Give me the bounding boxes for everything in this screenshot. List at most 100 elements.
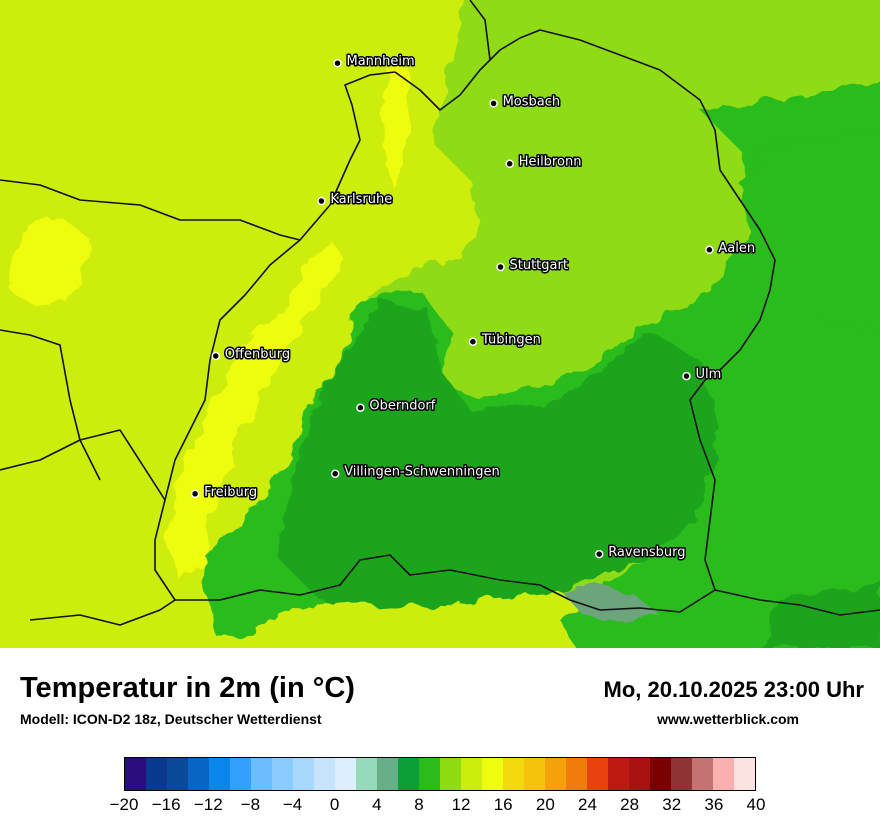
colorbar-swatch (608, 758, 629, 790)
colorbar-tick-label: 28 (620, 795, 640, 814)
colorbar-swatch (503, 758, 524, 790)
city-marker-oberndorf: Oberndorf (356, 397, 437, 415)
city-label: Freiburg (204, 485, 257, 500)
colorbar-swatch (419, 758, 440, 790)
colorbar-swatch (692, 758, 713, 790)
colorbar-swatch (545, 758, 566, 790)
city-label: Ravensburg (608, 545, 685, 560)
colorbar-swatch (440, 758, 461, 790)
colorbar-tick-label: −16 (151, 795, 181, 814)
city-label: Mosbach (503, 94, 561, 109)
city-markers: Mannheim Mosbach Heilbronn Karlsruhe Stuttga… (190, 53, 757, 562)
colorbar-swatch (167, 758, 188, 790)
state-border-north (394, 29, 721, 171)
state-border-rhine (154, 239, 301, 601)
field-8-10 (280, 300, 720, 610)
city-marker-t-bingen: Tübingen (468, 331, 542, 349)
city-label: Ulm (696, 367, 722, 382)
colorbar-tick-label: 20 (535, 795, 555, 814)
border-north-inner (469, 0, 491, 61)
city-dot (496, 262, 505, 272)
colorbar-swatch (734, 758, 755, 790)
temperature-map[interactable]: Mannheim Mosbach Heilbronn Karlsruhe Stuttga… (0, 0, 880, 648)
colorbar-swatch (125, 758, 146, 790)
colorbar-tick-label: 0 (329, 795, 340, 814)
city-marker-freiburg: Freiburg (190, 483, 259, 501)
colorbar-tick-label: −4 (282, 795, 303, 814)
colorbar-swatch (629, 758, 650, 790)
field-16-18-rhine (165, 240, 345, 580)
temperature-colorbar (124, 757, 756, 791)
field-16-18-neckar (382, 70, 412, 190)
city-label: Villingen-Schwenningen (344, 465, 500, 480)
colorbar-tick-label: 12 (451, 795, 471, 814)
colorbar-tick-label: −20 (109, 795, 139, 814)
city-label: Heilbronn (519, 155, 582, 170)
colorbar-swatch (314, 758, 335, 790)
city-marker-mosbach: Mosbach (489, 93, 562, 111)
colorbar-tick-label: 16 (493, 795, 513, 814)
colorbar-swatch (293, 758, 314, 790)
border-west-1 (0, 329, 101, 481)
national-border-south (175, 554, 880, 616)
city-dot (190, 489, 200, 499)
colorbar-swatch (566, 758, 587, 790)
city-marker-mannheim: Mannheim (333, 53, 416, 71)
city-label: Stuttgart (510, 258, 568, 273)
colorbar-tick-label: 24 (577, 795, 597, 814)
city-dot (356, 403, 365, 412)
city-marker-ravensburg: Ravensburg (594, 544, 687, 562)
city-dot (682, 371, 691, 381)
field-8-10-east (740, 130, 880, 330)
city-marker-villingen-schwenningen: Villingen-Schwenningen (330, 463, 501, 481)
field-8-10-southeast (760, 580, 880, 648)
city-marker-ulm: Ulm (682, 366, 723, 384)
city-label: Mannheim (347, 54, 415, 69)
city-dot (468, 337, 478, 346)
lake-constance (560, 585, 660, 622)
state-border-east (689, 169, 776, 591)
colorbar-swatch (713, 758, 734, 790)
colorbar-swatch (377, 758, 398, 790)
city-label: Aalen (718, 241, 755, 256)
forecast-datetime: Mo, 20.10.2025 23:00 Uhr (603, 677, 864, 702)
colorbar-tick-label: 32 (662, 795, 682, 814)
city-marker-offenburg: Offenburg (211, 346, 292, 364)
city-dot (333, 58, 342, 68)
city-dot (489, 99, 498, 108)
city-dot (705, 245, 714, 255)
city-dot (211, 351, 221, 361)
temperature-field (0, 0, 880, 648)
border-south-inner (29, 599, 176, 626)
colorbar-tick-label: 40 (746, 795, 766, 814)
website-link[interactable]: www.wetterblick.com (657, 711, 799, 727)
field-16-18-west (10, 215, 90, 310)
map-canvas: Mannheim Mosbach Heilbronn Karlsruhe Stuttga… (0, 0, 880, 648)
colorbar-swatch (251, 758, 272, 790)
border-west-2 (0, 429, 166, 501)
colorbar-swatch (671, 758, 692, 790)
city-dot (505, 159, 514, 168)
colorbar-swatch (650, 758, 671, 790)
city-dot (330, 469, 340, 478)
city-label: Karlsruhe (330, 192, 392, 207)
colorbar-swatch (587, 758, 608, 790)
colorbar-swatch (272, 758, 293, 790)
city-marker-stuttgart: Stuttgart (496, 257, 569, 275)
city-label: Offenburg (225, 347, 290, 362)
city-marker-heilbronn: Heilbronn (505, 153, 583, 171)
colorbar-swatch (146, 758, 167, 790)
city-marker-karlsruhe: Karlsruhe (317, 191, 394, 209)
colorbar-ticks: −20 −16 −12 −8 −4 0 4 8 12 16 20 24 28 32 36 40 (110, 795, 766, 817)
city-label: Tübingen (481, 333, 541, 348)
colorbar-swatch (188, 758, 209, 790)
model-subtitle: Modell: ICON-D2 18z, Deutscher Wetterdie… (20, 711, 322, 727)
city-marker-aalen: Aalen (705, 239, 757, 257)
colorbar-tick-label: 4 (372, 795, 382, 814)
colorbar-swatch (209, 758, 230, 790)
map-title: Temperatur in 2m (in °C) (20, 672, 355, 704)
borders (0, 0, 880, 626)
colorbar-swatch (230, 758, 251, 790)
colorbar-tick-label: −12 (193, 795, 223, 814)
colorbar-swatch (335, 758, 356, 790)
